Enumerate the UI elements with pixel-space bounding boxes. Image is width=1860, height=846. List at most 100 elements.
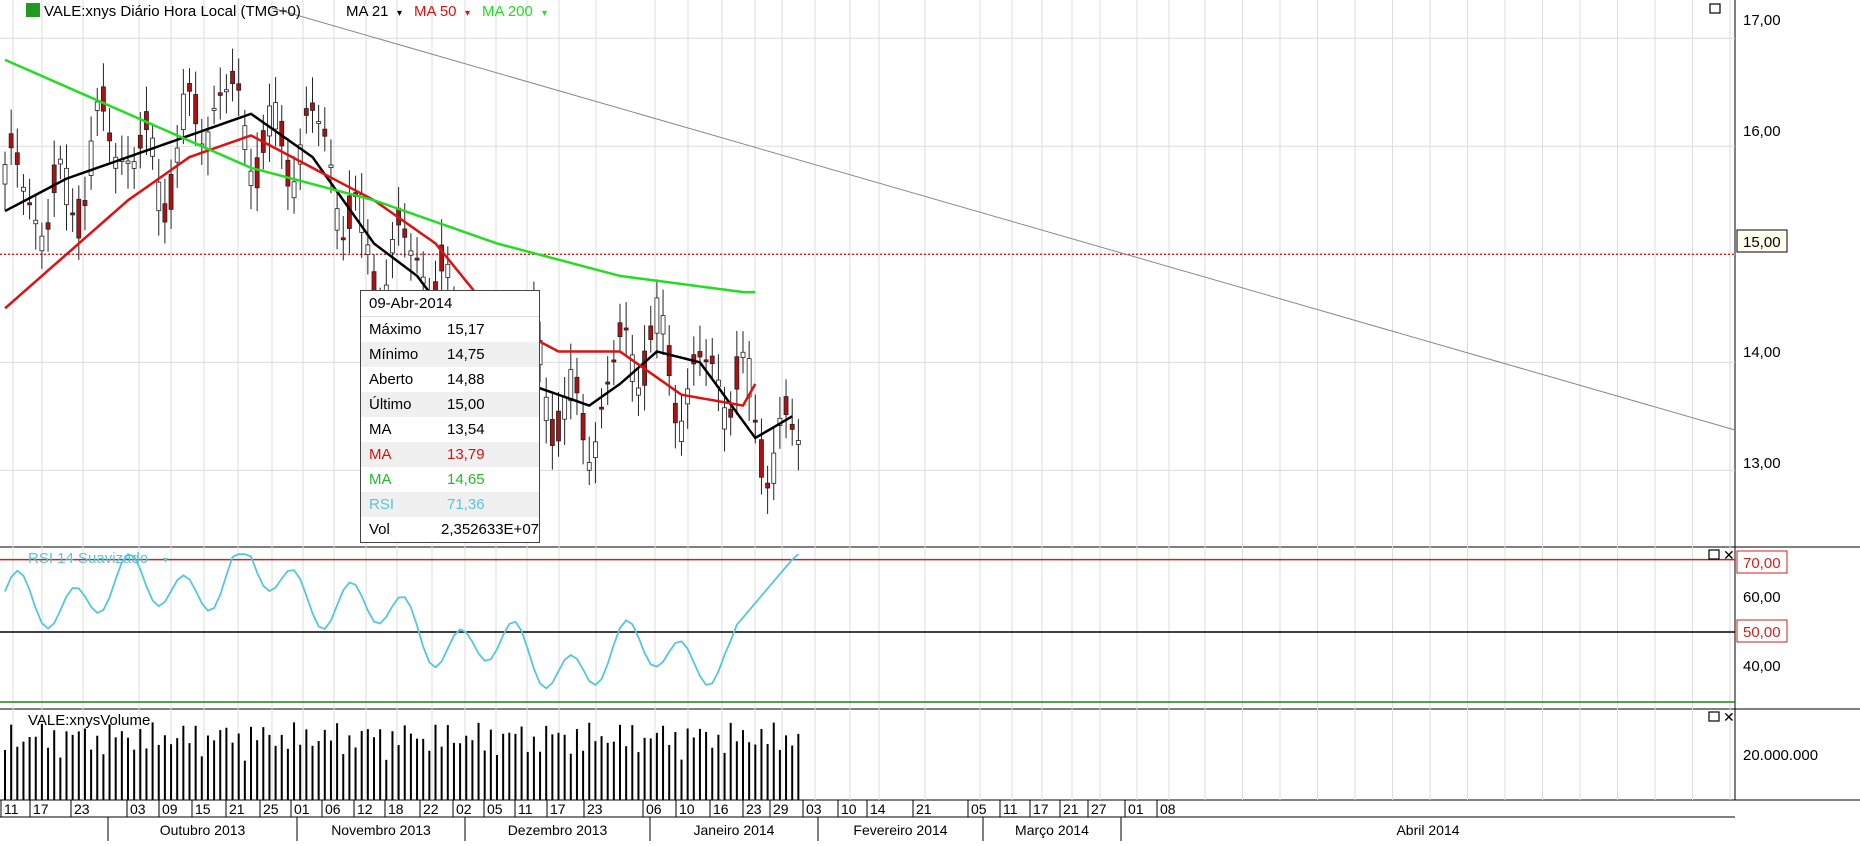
- candle-body: [70, 212, 76, 216]
- date-tick-label: 03: [806, 801, 822, 817]
- candle-body: [267, 105, 272, 137]
- rsi-level-70-badge: [1736, 550, 1788, 574]
- candle-body: [64, 167, 69, 206]
- candle-body: [795, 440, 801, 445]
- date-tick-label: 14: [870, 801, 886, 817]
- candle-body: [629, 354, 635, 382]
- legend-row: Aberto 14,88: [361, 367, 539, 392]
- candle-body: [789, 423, 795, 430]
- legend-key: Vol: [369, 521, 390, 538]
- date-tick-label: 01: [1128, 801, 1144, 817]
- date-tick-label: 10: [679, 801, 695, 817]
- ma200-dropdown-icon[interactable]: ▾: [542, 8, 547, 19]
- candle-body: [285, 159, 291, 187]
- candle-body: [543, 396, 549, 421]
- date-tick-label: 21: [916, 801, 932, 817]
- candle-body: [303, 108, 309, 116]
- date-tick-label: 01: [294, 801, 310, 817]
- date-tick-label: 18: [388, 801, 404, 817]
- close-rsi-icon[interactable]: ✕: [1723, 547, 1735, 563]
- date-tick-label: 12: [357, 801, 373, 817]
- month-label: Abril 2014: [1396, 822, 1459, 838]
- rsi-tick-label: 60,00: [1743, 589, 1781, 606]
- date-tick-label: 21: [1063, 801, 1079, 817]
- date-tick-label: 21: [229, 801, 245, 817]
- maximize-volume-icon[interactable]: [1708, 711, 1720, 722]
- maximize-price-icon[interactable]: [1709, 3, 1721, 14]
- candle-body: [45, 222, 51, 230]
- candle-body: [2, 164, 8, 185]
- rsi-panel-title[interactable]: RSI 14 Suavizado: [28, 550, 148, 567]
- candle-body: [568, 369, 574, 402]
- price-tick-label: 14,00: [1743, 344, 1781, 361]
- date-tick-label: 05: [971, 801, 987, 817]
- candle-body: [445, 263, 451, 278]
- candle-body: [636, 387, 641, 396]
- candle-body: [402, 228, 408, 238]
- ma21-label[interactable]: MA 21: [346, 3, 389, 20]
- candle-body: [752, 419, 758, 423]
- legend-row: Vol 2,352633E+07: [361, 517, 539, 542]
- date-tick-label: 23: [587, 801, 603, 817]
- legend-row: Último 15,00: [361, 392, 539, 417]
- price-tick-label: 13,00: [1743, 455, 1781, 472]
- date-tick-label: 02: [456, 801, 472, 817]
- legend-value: 71,36: [447, 496, 485, 513]
- ma21-line: [4, 112, 793, 440]
- candle-body: [580, 413, 586, 441]
- legend-key: MA: [369, 446, 392, 463]
- candle-body: [605, 381, 611, 385]
- candle-body: [340, 237, 346, 241]
- legend-value: 14,88: [447, 371, 485, 388]
- date-tick-label: 23: [746, 801, 762, 817]
- legend-value: 14,75: [447, 346, 485, 363]
- date-tick-label: 17: [550, 801, 566, 817]
- candle-body: [623, 327, 629, 331]
- month-label: Fevereiro 2014: [853, 822, 947, 838]
- candle-body: [593, 441, 598, 459]
- candle-body: [611, 359, 617, 363]
- candle-body: [21, 186, 26, 192]
- ma200-label[interactable]: MA 200: [482, 3, 533, 20]
- date-tick-label: 22: [423, 801, 439, 817]
- candle-body: [740, 351, 746, 358]
- ma50-dropdown-icon[interactable]: ▾: [465, 8, 470, 19]
- candle-body: [562, 396, 568, 420]
- ma21-dropdown-icon[interactable]: ▾: [397, 8, 402, 19]
- volume-panel-title[interactable]: VALE:xnysVolume: [28, 712, 150, 729]
- legend-row: RSI 71,36: [361, 492, 539, 517]
- candle-body: [556, 410, 561, 442]
- rsi-line: [4, 553, 799, 690]
- rsi-level-50-badge: [1736, 619, 1788, 643]
- candle-body: [291, 181, 297, 199]
- month-label: Janeiro 2014: [694, 822, 775, 838]
- candle-body: [180, 93, 186, 130]
- candle-body: [254, 157, 260, 189]
- symbol-icon[interactable]: [26, 3, 40, 17]
- candle-body: [94, 101, 100, 111]
- legend-key: Último: [369, 396, 412, 413]
- candle-body: [33, 219, 39, 225]
- candle-body: [322, 128, 328, 137]
- candle-body: [734, 356, 740, 390]
- maximize-rsi-icon[interactable]: [1708, 549, 1720, 560]
- candle-body: [273, 102, 279, 130]
- month-label: Novembro 2013: [331, 822, 431, 838]
- candle-body: [217, 92, 223, 96]
- rsi-dropdown-icon[interactable]: ▾: [163, 555, 168, 566]
- date-tick-label: 11: [518, 801, 533, 817]
- candle-body: [771, 452, 777, 484]
- ma50-label[interactable]: MA 50: [414, 3, 457, 20]
- candle-body: [722, 407, 727, 430]
- symbol-title[interactable]: VALE:xnys Diário Hora Local (TMG+0): [44, 3, 301, 20]
- candle-body: [414, 257, 420, 261]
- candle-body: [14, 152, 20, 165]
- legend-value: 13,79: [447, 446, 485, 463]
- candle-body: [137, 134, 143, 149]
- date-tick-label: 15: [195, 801, 211, 817]
- date-tick-label: 10: [841, 801, 857, 817]
- date-tick-label: 11: [1003, 801, 1018, 817]
- candle-body: [39, 235, 45, 252]
- close-volume-icon[interactable]: ✕: [1723, 709, 1735, 725]
- legend-value: 14,65: [447, 471, 485, 488]
